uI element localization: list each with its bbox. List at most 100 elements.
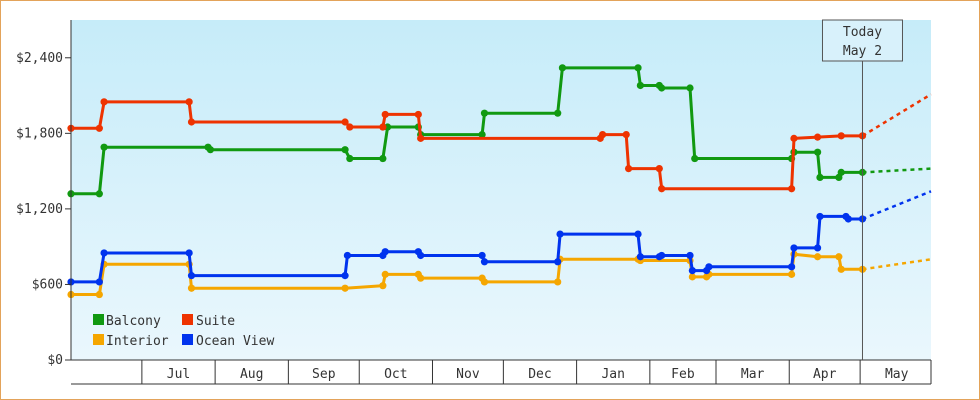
y-tick-label: $600 <box>32 277 63 292</box>
data-point <box>813 133 822 141</box>
legend-swatch-ocean-view <box>182 334 193 345</box>
data-point <box>554 278 562 286</box>
x-tick-label: Jan <box>601 367 624 382</box>
data-point <box>100 249 108 257</box>
data-point <box>187 284 196 292</box>
data-point <box>185 98 193 106</box>
x-tick-label: May <box>885 367 909 382</box>
data-point <box>187 272 196 280</box>
data-point <box>95 124 103 132</box>
data-point <box>95 190 103 198</box>
data-point <box>187 118 196 126</box>
data-point <box>813 244 822 252</box>
y-tick-label: $1,800 <box>16 126 63 141</box>
data-point <box>788 270 796 278</box>
x-tick-label: Aug <box>240 367 263 382</box>
plot-area <box>71 20 931 360</box>
series-projection-balcony <box>862 167 932 174</box>
x-tick-label: Oct <box>384 367 407 382</box>
data-point <box>790 244 798 252</box>
data-point <box>341 146 349 154</box>
y-tick-label: $0 <box>47 353 63 368</box>
y-tick-label: $1,200 <box>16 202 63 217</box>
data-point <box>417 274 425 282</box>
data-point <box>341 272 349 280</box>
data-point <box>634 64 642 72</box>
today-label: Today <box>843 25 882 40</box>
series-line-suite <box>71 100 863 191</box>
legend-swatch-suite <box>182 314 193 325</box>
y-axis: $0 $600 $1,200 $1,800 $2,400 <box>16 51 71 368</box>
data-point <box>837 265 845 273</box>
data-point <box>813 148 822 156</box>
data-point <box>95 290 103 299</box>
x-tick-label: Apr <box>813 367 837 382</box>
data-point <box>379 282 387 290</box>
data-point <box>622 130 630 139</box>
legend-label-interior: Interior <box>106 334 169 349</box>
data-point <box>788 185 796 193</box>
data-point <box>381 270 389 278</box>
today-marker: Today May 2 <box>821 19 903 360</box>
data-point <box>558 64 567 72</box>
data-point <box>813 253 822 261</box>
data-point <box>634 230 642 238</box>
data-point <box>417 134 425 142</box>
data-point <box>788 263 796 271</box>
data-point <box>95 278 103 286</box>
data-point <box>414 110 422 119</box>
data-point <box>381 248 389 256</box>
data-point <box>837 168 845 176</box>
data-point <box>379 123 387 131</box>
series-projection-suite <box>861 93 932 137</box>
data-point <box>100 98 108 106</box>
data-point <box>636 253 644 261</box>
data-point <box>837 132 845 140</box>
data-point <box>844 215 852 223</box>
data-point <box>686 84 694 92</box>
legend-label-ocean-view: Ocean View <box>196 334 274 349</box>
data-point <box>343 251 352 260</box>
data-point <box>686 251 694 260</box>
data-point <box>816 212 824 221</box>
data-point <box>341 284 349 292</box>
data-point <box>688 273 696 281</box>
data-point <box>790 134 798 142</box>
x-tick-label: Dec <box>528 367 551 382</box>
data-point <box>379 154 387 163</box>
x-axis: Jul Aug Sep Oct Nov Dec Jan Feb Mar Apr May <box>71 360 932 385</box>
data-point <box>636 81 644 90</box>
data-point <box>480 278 489 286</box>
data-point <box>341 118 349 126</box>
data-point <box>658 185 666 193</box>
data-point <box>658 84 666 92</box>
x-tick-label: Nov <box>456 367 480 382</box>
data-point <box>478 251 486 260</box>
data-point <box>554 258 562 266</box>
data-point <box>705 263 713 271</box>
legend-swatch-balcony <box>93 314 104 325</box>
data-point <box>100 143 108 151</box>
series-line-balcony <box>71 66 863 196</box>
y-tick-label: $2,400 <box>16 51 63 66</box>
data-point <box>480 109 489 117</box>
legend-label-suite: Suite <box>196 314 235 329</box>
series-line-ocean-view <box>71 214 863 284</box>
data-point <box>658 251 666 260</box>
data-point <box>185 249 193 257</box>
data-point <box>480 258 489 266</box>
data-point <box>417 251 425 260</box>
data-point <box>688 266 696 275</box>
data-point <box>598 130 607 139</box>
legend-label-balcony: Balcony <box>106 314 161 329</box>
data-point <box>346 123 354 131</box>
today-box <box>821 19 903 62</box>
data-point <box>624 164 633 173</box>
data-point <box>381 110 389 119</box>
legend: Balcony Suite Interior Ocean View <box>93 314 274 349</box>
x-tick-label: Jul <box>167 367 190 382</box>
legend-swatch-interior <box>93 334 104 345</box>
x-tick-label: Sep <box>312 367 336 382</box>
data-point <box>655 164 663 173</box>
x-tick-label: Feb <box>671 367 695 382</box>
